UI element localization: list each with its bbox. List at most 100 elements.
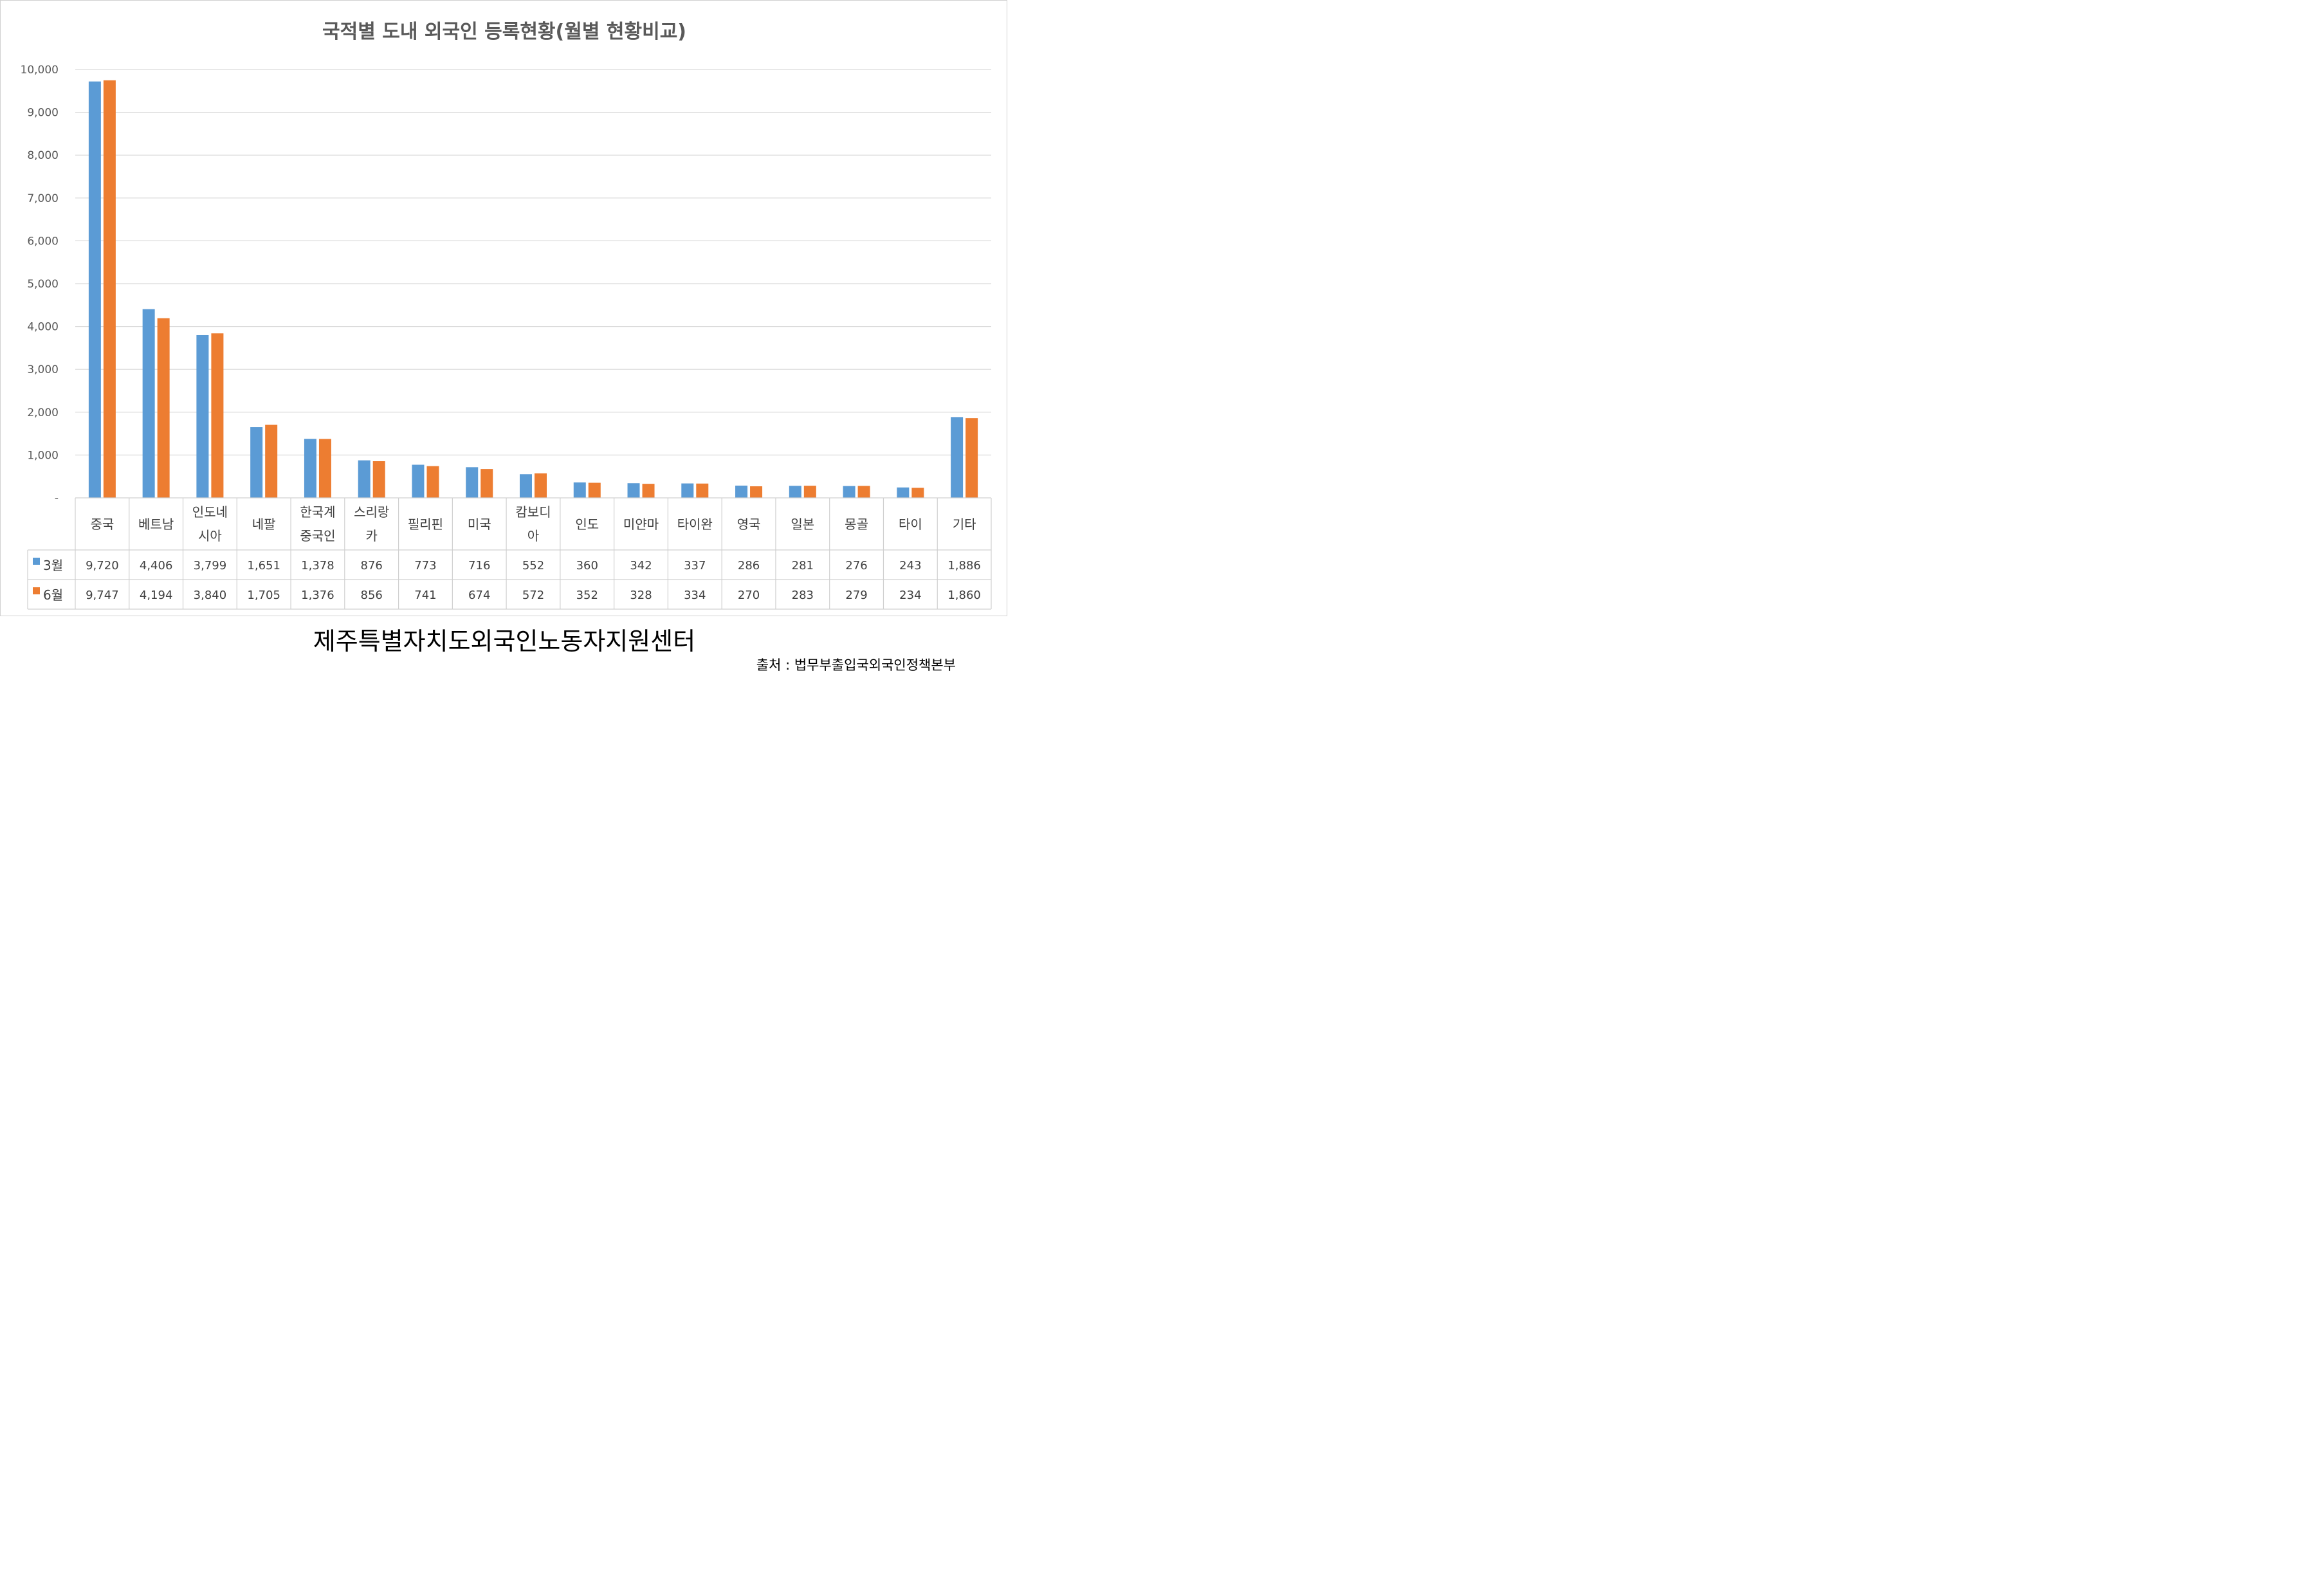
data-label: 4,406 (140, 559, 173, 572)
data-label: 3,840 (194, 589, 227, 602)
legend-label: 3월 (43, 558, 63, 573)
data-label: 334 (684, 589, 706, 602)
bar (750, 486, 763, 498)
data-label: 279 (845, 589, 867, 602)
data-label: 552 (522, 559, 544, 572)
category-label: 카 (366, 528, 378, 544)
data-label: 9,747 (86, 589, 119, 602)
category-label: 중국인 (300, 528, 335, 544)
organization-name: 제주특별자치도외국인노동자지원센터 (313, 627, 696, 655)
category-label: 시아 (198, 528, 222, 544)
bar (803, 486, 816, 498)
data-label: 328 (630, 589, 652, 602)
data-label: 352 (576, 589, 598, 602)
data-label: 286 (738, 559, 760, 572)
category-label: 스리랑 (354, 504, 389, 520)
y-tick-label: 5,000 (27, 278, 59, 291)
bar (965, 418, 978, 498)
bar (911, 488, 924, 498)
bar (573, 482, 586, 498)
bar (681, 483, 694, 498)
bar (265, 425, 278, 498)
data-label: 674 (468, 589, 490, 602)
chart-title: 국적별 도내 외국인 등록현황(월별 현황비교) (322, 21, 686, 43)
data-label: 337 (684, 559, 706, 572)
data-label: 342 (630, 559, 652, 572)
bar (843, 486, 855, 498)
data-label: 716 (468, 559, 490, 572)
bar (535, 473, 547, 498)
bar (157, 318, 170, 498)
data-label: 4,194 (140, 589, 173, 602)
category-label: 타이완 (677, 517, 713, 532)
legend-swatch (33, 558, 40, 565)
category-label: 캄보디 (515, 504, 551, 520)
data-label: 773 (414, 559, 436, 572)
category-label: 인도네 (192, 504, 228, 520)
bar (412, 464, 425, 498)
bar (789, 486, 801, 498)
data-label: 360 (576, 559, 598, 572)
bar (480, 469, 493, 498)
data-label: 1,886 (947, 559, 981, 572)
bar (372, 461, 385, 498)
y-tick-label: - (55, 492, 59, 505)
category-label: 중국 (90, 517, 114, 532)
data-label: 281 (792, 559, 814, 572)
y-tick-label: 2,000 (27, 407, 59, 419)
bar (304, 439, 316, 498)
source-note: 출처 : 법무부출입국외국인정책본부 (756, 657, 956, 673)
data-label: 1,860 (947, 589, 981, 602)
y-tick-label: 6,000 (27, 235, 59, 248)
category-label: 한국계 (300, 504, 335, 520)
category-label: 타이 (899, 517, 922, 532)
category-label: 미국 (468, 517, 491, 532)
bar (88, 81, 101, 498)
data-label: 9,720 (86, 559, 119, 572)
bar (627, 483, 640, 498)
data-label: 1,378 (301, 559, 334, 572)
y-tick-label: 7,000 (27, 192, 59, 205)
bar (642, 484, 655, 498)
bar (142, 309, 155, 498)
bar (466, 467, 479, 498)
data-label: 1,376 (301, 589, 334, 602)
bar (318, 439, 331, 498)
bar (196, 334, 209, 498)
bar (211, 333, 224, 498)
y-tick-label: 1,000 (27, 449, 59, 462)
y-tick-label: 3,000 (27, 363, 59, 376)
data-label: 572 (522, 589, 544, 602)
data-label: 3,799 (194, 559, 227, 572)
data-label: 234 (899, 589, 921, 602)
y-tick-label: 10,000 (21, 64, 59, 77)
bar (696, 483, 709, 498)
data-label: 270 (738, 589, 760, 602)
data-label: 283 (792, 589, 814, 602)
category-label: 베트남 (138, 517, 174, 532)
bar-chart: 국적별 도내 외국인 등록현황(월별 현황비교) - 1,000 2,000 3,00… (21, 21, 992, 610)
y-tick-label: 9,000 (27, 107, 59, 120)
data-label: 876 (361, 559, 383, 572)
category-label: 미얀마 (623, 517, 659, 532)
bar (520, 474, 532, 498)
category-label: 인도 (575, 517, 599, 532)
category-label: 영국 (737, 517, 761, 532)
bar (588, 482, 601, 498)
bar (250, 427, 263, 498)
bar (951, 417, 964, 498)
category-label: 일본 (791, 517, 814, 532)
category-label: 기타 (953, 517, 976, 532)
legend-swatch (33, 587, 40, 594)
data-label: 276 (845, 559, 867, 572)
bar (857, 486, 870, 498)
data-label: 1,705 (247, 589, 280, 602)
legend-label: 6월 (43, 587, 63, 603)
category-label: 네팔 (252, 517, 276, 532)
y-tick-label: 4,000 (27, 321, 59, 334)
data-label: 741 (414, 589, 436, 602)
y-tick-label: 8,000 (27, 149, 59, 162)
category-label: 몽골 (845, 517, 868, 532)
bar (897, 487, 910, 498)
data-label: 243 (899, 559, 921, 572)
